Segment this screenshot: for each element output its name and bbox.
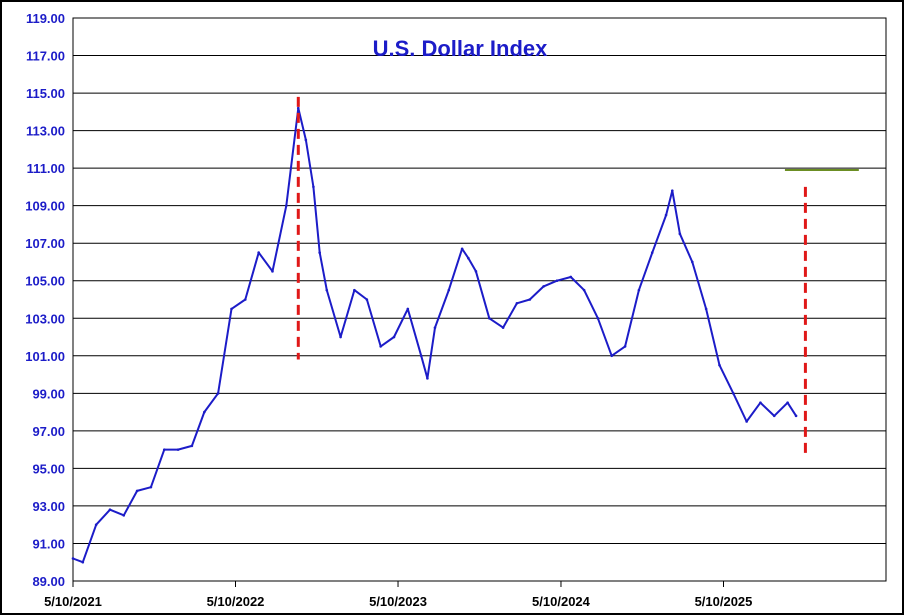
y-tick-label: 97.00	[32, 424, 65, 439]
y-tick-label: 107.00	[25, 236, 65, 251]
y-tick-label: 117.00	[26, 49, 65, 64]
data-point	[353, 288, 356, 292]
data-point	[162, 448, 166, 451]
data-point	[731, 392, 735, 395]
annotations-group	[296, 96, 859, 454]
data-point	[447, 288, 451, 292]
data-point	[392, 335, 396, 339]
data-point	[772, 414, 776, 418]
data-point	[515, 301, 519, 305]
chart-title: U.S. Dollar Index	[373, 36, 549, 61]
y-tick-label: 113.00	[26, 124, 65, 139]
data-point	[786, 401, 789, 405]
data-point	[460, 247, 464, 251]
data-point	[257, 251, 260, 254]
data-point	[149, 485, 153, 489]
data-point	[203, 410, 206, 414]
data-point	[555, 279, 559, 283]
data-point	[271, 270, 274, 273]
y-tick-label: 105.00	[25, 274, 65, 289]
data-point	[664, 213, 668, 217]
x-axis-ticks: 5/10/2021 5/10/2022 5/10/2023 5/10/2024 5/10…	[44, 581, 752, 609]
data-point	[691, 260, 694, 264]
data-point	[296, 106, 300, 110]
data-point	[190, 444, 194, 448]
plot-area	[72, 17, 887, 582]
data-point	[284, 204, 288, 207]
data-point	[678, 232, 682, 236]
x-tick-label: 5/10/2025	[695, 594, 753, 609]
x-tick-label: 5/10/2022	[207, 594, 265, 609]
data-point	[176, 448, 180, 451]
series-line	[72, 107, 797, 564]
data-point	[596, 316, 600, 320]
y-tick-label: 115.00	[26, 86, 65, 101]
data-point	[304, 138, 308, 142]
data-point	[474, 270, 478, 273]
data-point	[670, 189, 674, 192]
data-point	[312, 185, 315, 189]
data-point	[71, 557, 75, 560]
y-tick-label: 103.00	[25, 311, 65, 326]
y-tick-label: 95.00	[32, 461, 65, 476]
series-group	[71, 106, 798, 564]
data-point	[569, 275, 573, 279]
data-point	[339, 335, 342, 339]
data-point	[487, 316, 491, 320]
data-point	[122, 514, 126, 517]
data-point	[637, 288, 641, 292]
y-tick-label: 109.00	[25, 199, 65, 214]
y-tick-label: 91.00	[32, 536, 65, 551]
y-tick-label: 89.00	[32, 574, 65, 589]
data-point	[467, 256, 470, 260]
y-tick-label: 111.00	[27, 161, 65, 176]
data-point	[623, 345, 627, 348]
data-point	[94, 523, 98, 526]
data-point	[426, 377, 429, 380]
data-point	[501, 326, 505, 329]
y-axis-ticks: 89.00 91.00 93.00 95.00 97.00 99.00 101.00 103.…	[25, 11, 65, 589]
data-point	[528, 298, 532, 301]
data-point	[216, 392, 220, 395]
data-point	[108, 508, 112, 511]
data-point	[230, 307, 233, 311]
data-point	[582, 288, 586, 292]
data-point	[318, 251, 321, 254]
y-tick-label: 93.00	[32, 499, 65, 514]
data-point	[135, 489, 139, 493]
y-tick-label: 99.00	[32, 386, 65, 401]
data-point	[745, 420, 748, 423]
data-point	[325, 288, 329, 292]
gridlines	[73, 55, 886, 544]
x-tick-label: 5/10/2021	[44, 594, 102, 609]
x-tick-label: 5/10/2023	[369, 594, 427, 609]
data-point	[718, 363, 721, 367]
y-tick-label: 119.00	[26, 11, 65, 26]
data-point	[704, 307, 708, 311]
data-point	[542, 285, 545, 288]
data-point	[81, 560, 85, 564]
data-point	[379, 345, 382, 348]
data-point	[610, 354, 614, 358]
x-tick-label: 5/10/2024	[532, 594, 591, 609]
y-tick-label: 101.00	[25, 349, 65, 364]
data-point	[244, 298, 247, 301]
data-point	[650, 251, 654, 254]
data-point	[419, 354, 423, 358]
data-point	[406, 307, 410, 311]
data-point	[365, 298, 369, 301]
data-point	[794, 414, 798, 418]
data-point	[433, 326, 437, 329]
data-point	[759, 401, 762, 405]
